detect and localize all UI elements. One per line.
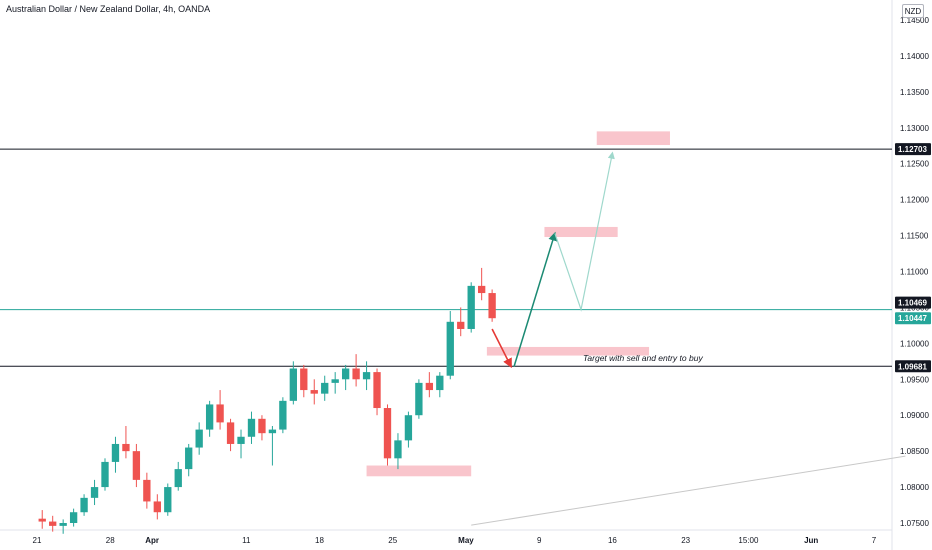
candle (488, 289, 496, 322)
buy-arrow[interactable] (513, 231, 558, 367)
y-tick-label: 1.13000 (900, 124, 929, 133)
y-tick-label: 1.07500 (900, 519, 929, 528)
candle (331, 372, 339, 394)
y-tick-label: 1.09500 (900, 375, 929, 384)
candle (415, 379, 423, 419)
candle (59, 519, 67, 534)
y-tick-label: 1.08500 (900, 447, 929, 456)
candle (436, 372, 444, 398)
x-tick-label: Apr (145, 536, 159, 545)
candle (341, 364, 350, 391)
candle (258, 415, 266, 441)
x-tick-label: 7 (872, 536, 877, 545)
candle (321, 375, 329, 401)
candle (38, 510, 46, 529)
candle (111, 436, 120, 473)
candle (247, 411, 256, 444)
candle (185, 443, 193, 477)
x-tick-label: 18 (315, 536, 324, 545)
x-tick-label: 9 (537, 536, 542, 545)
candle (477, 267, 486, 301)
candle (69, 508, 78, 527)
x-tick-label: 16 (608, 536, 617, 545)
candle (425, 372, 434, 398)
y-tick-label: 1.10000 (900, 339, 929, 348)
entry-zone[interactable] (486, 346, 650, 356)
mid-target-zone[interactable] (544, 226, 618, 238)
sell-arrow[interactable] (491, 328, 512, 369)
candle (383, 404, 392, 466)
candle (226, 418, 235, 452)
target-annotation: Target with sell and entry to buy (583, 353, 703, 363)
candle (404, 411, 413, 448)
candle (289, 361, 297, 405)
candle (237, 429, 245, 459)
svg-text:1.10447: 1.10447 (898, 314, 927, 323)
candle (457, 307, 465, 337)
y-tick-label: 1.11000 (900, 268, 929, 277)
y-tick-label: 1.12000 (900, 196, 929, 205)
candle (90, 479, 99, 506)
candle (143, 472, 151, 509)
top-target-zone[interactable] (596, 131, 670, 146)
y-tick-label: 1.12500 (900, 160, 929, 169)
candle (300, 364, 308, 398)
svg-text:1.12703: 1.12703 (898, 145, 927, 154)
projection-arrow[interactable] (554, 151, 615, 312)
candle (122, 425, 130, 459)
x-tick-label: Jun (804, 536, 818, 545)
candle (216, 390, 224, 430)
price-badge-top[interactable]: 1.12703 (895, 143, 931, 156)
x-tick-label: 11 (242, 536, 251, 545)
price-badge-current[interactable]: 1.10447 (895, 312, 931, 325)
candle (195, 422, 203, 455)
y-tick-label: 1.09000 (900, 411, 929, 420)
candle (49, 515, 57, 532)
candle (279, 397, 287, 434)
candle (362, 361, 371, 391)
x-tick-label: 23 (681, 536, 690, 545)
y-tick-label: 1.11500 (900, 232, 929, 241)
candle (352, 354, 360, 387)
trendline[interactable] (471, 455, 906, 526)
y-tick-label: 1.08000 (900, 483, 929, 492)
svg-text:1.10469: 1.10469 (898, 299, 927, 308)
x-tick-label: 21 (33, 536, 42, 545)
candle (310, 379, 318, 405)
price-badge-bottom[interactable]: 1.09681 (895, 360, 931, 373)
candle (394, 433, 402, 470)
candle (174, 461, 182, 491)
x-tick-label: 28 (106, 536, 115, 545)
candle (132, 443, 141, 488)
candle (268, 425, 277, 466)
y-tick-label: 1.13500 (900, 88, 929, 97)
y-tick-label: 1.14000 (900, 52, 929, 61)
x-tick-label: 25 (388, 536, 397, 545)
svg-text:1.09681: 1.09681 (898, 362, 927, 371)
candle (164, 483, 172, 516)
candle (467, 282, 475, 333)
candle (153, 494, 161, 520)
currency-badge[interactable]: NZD (902, 4, 924, 18)
price-badge-mid[interactable]: 1.10469 (895, 296, 931, 309)
candle (446, 311, 454, 380)
y-tick-label: 1.14500 (900, 16, 929, 25)
candle (101, 458, 109, 491)
symbol-title: Australian Dollar / New Zealand Dollar, … (6, 4, 211, 14)
x-tick-label: May (458, 536, 474, 545)
candle (80, 494, 88, 516)
low-zone[interactable] (366, 465, 472, 477)
candle (205, 400, 214, 437)
candle (373, 368, 381, 416)
x-tick-label: 15:00 (738, 536, 759, 545)
